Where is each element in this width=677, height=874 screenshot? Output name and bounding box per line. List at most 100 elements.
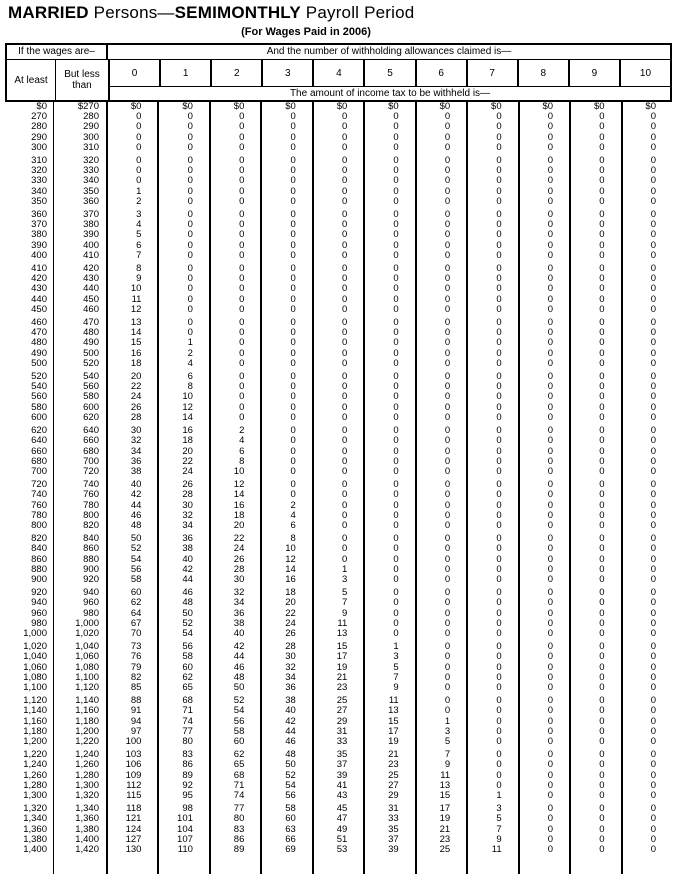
tax-amount-cell: 0 xyxy=(468,564,520,575)
tax-amount-cell: 0 xyxy=(365,230,417,241)
tax-amount-cell: 46 xyxy=(211,662,263,673)
wage-but-less-cell: 340 xyxy=(54,176,108,187)
allowance-column-header: 9 xyxy=(570,60,621,86)
tax-amount-cell: 0 xyxy=(417,122,469,133)
tax-amount-cell: 0 xyxy=(571,780,623,791)
wage-but-less-cell: 450 xyxy=(54,294,108,305)
tax-amount-cell: 0 xyxy=(365,166,417,177)
tax-amount-cell: 0 xyxy=(571,294,623,305)
tax-amount-cell: 1 xyxy=(468,790,520,802)
tax-amount-cell: 0 xyxy=(262,436,314,447)
table-row: 400 410 7 0 0 0 0 0 0 0 0 0 0 xyxy=(5,250,672,262)
wage-but-less-cell: 400 xyxy=(54,240,108,251)
wage-but-less-cell: 290 xyxy=(54,122,108,133)
wage-at-least-cell: 660 xyxy=(5,446,54,457)
tax-amount-cell: 0 xyxy=(314,554,366,565)
tax-amount-cell: 12 xyxy=(159,402,211,413)
allowance-column-header: 2 xyxy=(212,60,264,86)
tax-amount-cell: 112 xyxy=(108,780,160,791)
tax-amount-cell: 38 xyxy=(159,544,211,555)
tax-amount-cell: 0 xyxy=(468,706,520,717)
tax-amount-cell: 0 xyxy=(417,544,469,555)
tax-amount-cell: 23 xyxy=(314,682,366,694)
table-row: 330 340 0 0 0 0 0 0 0 0 0 0 0 xyxy=(5,175,672,187)
tax-amount-cell: 0 xyxy=(262,240,314,251)
wage-but-less-cell: 310 xyxy=(54,142,108,154)
tax-amount-cell: 0 xyxy=(650,175,656,187)
tax-amount-cell: 0 xyxy=(211,220,263,231)
tax-amount-cell: 0 xyxy=(417,369,469,383)
tax-amount-cell: 0 xyxy=(520,639,572,653)
tax-amount-cell: 89 xyxy=(159,770,211,781)
tax-amount-cell: 0 xyxy=(520,261,572,275)
tax-amount-cell: 44 xyxy=(262,726,314,737)
tax-amount-cell: 33 xyxy=(314,736,366,748)
wage-at-least-cell: 420 xyxy=(5,274,54,285)
tax-amount-cell: 17 xyxy=(365,726,417,737)
wage-at-least-cell: 960 xyxy=(5,608,54,619)
tax-amount-cell: 0 xyxy=(314,358,366,370)
tax-amount-cell: 0 xyxy=(571,274,623,285)
tax-amount-cell: 0 xyxy=(468,423,520,437)
tax-amount-cell: 7 xyxy=(314,598,366,609)
table-row: 700 720 38 24 10 0 0 0 0 0 0 0 0 xyxy=(5,465,672,478)
tax-amount-cell: 0 xyxy=(468,770,520,781)
tax-amount-cell: 0 xyxy=(650,327,656,339)
tax-amount-cell: 64 xyxy=(108,608,160,619)
tax-amount-cell: 0 xyxy=(365,554,417,565)
table-row: 1,020 1,040 73 56 42 28 15 1 0 0 0 0 0 xyxy=(5,639,672,653)
table-row: 420 430 9 0 0 0 0 0 0 0 0 0 0 xyxy=(5,274,672,285)
tax-amount-cell: $0 xyxy=(365,101,417,113)
tax-amount-cell: 0 xyxy=(314,250,366,262)
tax-amount-cell: 0 xyxy=(417,348,469,359)
tax-amount-cell: 0 xyxy=(314,500,366,511)
table-row: 280 290 0 0 0 0 0 0 0 0 0 0 0 xyxy=(5,122,672,133)
tax-amount-cell: 92 xyxy=(159,780,211,791)
tax-amount-cell: 0 xyxy=(417,412,469,424)
tax-amount-cell: 0 xyxy=(365,382,417,393)
tax-amount-cell: 62 xyxy=(108,598,160,609)
tax-amount-cell: 0 xyxy=(417,261,469,275)
tax-amount-cell: 121 xyxy=(108,814,160,825)
wage-but-less-cell: 1,160 xyxy=(54,706,108,717)
wage-at-least-cell: 1,200 xyxy=(5,736,54,748)
tax-amount-cell: 0 xyxy=(211,402,263,413)
tax-amount-cell: 32 xyxy=(108,436,160,447)
tax-amount-cell: 0 xyxy=(314,436,366,447)
tax-amount-cell: 0 xyxy=(365,392,417,403)
tax-amount-cell: 0 xyxy=(571,598,623,609)
page-title: MARRIED Persons—SEMIMONTHLY Payroll Peri… xyxy=(8,3,414,23)
tax-amount-cell: 20 xyxy=(159,446,211,457)
tax-amount-cell: 0 xyxy=(314,531,366,545)
tax-amount-cell: 47 xyxy=(314,814,366,825)
tax-amount-cell: 0 xyxy=(468,166,520,177)
tax-amount-cell: 19 xyxy=(417,814,469,825)
tax-amount-cell: 0 xyxy=(650,587,656,599)
tax-amount-cell: 16 xyxy=(262,574,314,586)
table-row: 290 300 0 0 0 0 0 0 0 0 0 0 0 xyxy=(5,132,672,143)
wage-at-least-cell: 720 xyxy=(5,477,54,491)
tax-amount-cell: 0 xyxy=(650,465,656,477)
tax-amount-cell: 0 xyxy=(571,574,623,586)
tax-amount-cell: 0 xyxy=(468,412,520,424)
tax-amount-cell: 0 xyxy=(520,122,572,133)
wage-but-less-cell: 300 xyxy=(54,132,108,143)
table-row: 1,220 1,240 103 83 62 48 35 21 7 0 0 0 0 xyxy=(5,747,672,761)
wage-but-less-cell: 740 xyxy=(54,477,108,491)
wage-at-least-cell: 460 xyxy=(5,315,54,329)
tax-amount-cell: 0 xyxy=(571,446,623,457)
table-row: 1,300 1,320 115 95 74 56 43 29 15 1 0 0 0 xyxy=(5,790,672,802)
tax-amount-cell: 0 xyxy=(365,466,417,478)
table-row: 370 380 4 0 0 0 0 0 0 0 0 0 0 xyxy=(5,220,672,231)
tax-amount-cell: 0 xyxy=(468,639,520,653)
tax-amount-cell: 0 xyxy=(520,801,572,815)
tax-amount-cell: 7 xyxy=(108,250,160,262)
tax-amount-cell: 0 xyxy=(262,274,314,285)
tax-amount-cell: 60 xyxy=(108,585,160,599)
tax-amount-cell: 80 xyxy=(159,736,211,748)
tax-amount-cell: 0 xyxy=(468,196,520,208)
allowances-header: And the number of withholding allowances… xyxy=(266,46,512,57)
tax-amount-cell: 24 xyxy=(108,392,160,403)
tax-amount-cell: 0 xyxy=(650,833,656,845)
tax-amount-cell: 0 xyxy=(468,760,520,771)
